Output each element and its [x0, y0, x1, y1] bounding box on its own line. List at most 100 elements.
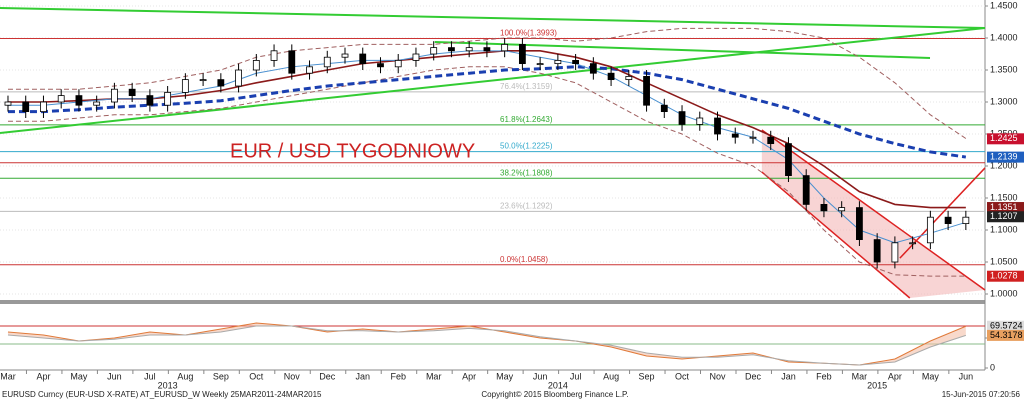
candle-body: [926, 216, 934, 244]
candle-body: [643, 76, 650, 106]
price-tag-label: 1.2425: [990, 133, 1018, 143]
candle-body: [856, 207, 863, 241]
candle-body: [306, 66, 313, 74]
year-label: 2015: [867, 380, 887, 390]
osc-tag: [987, 329, 1024, 341]
osc-tag-label: 69.5724: [990, 321, 1023, 331]
candle-body: [270, 50, 278, 61]
osc-tag-label: 54.3178: [990, 330, 1023, 340]
x-tick-label: Jun: [959, 371, 974, 381]
trendline: [761, 171, 911, 299]
candle-body: [412, 53, 420, 61]
fib-label: 100.0%(1.3993): [500, 29, 557, 38]
candle-body: [465, 47, 473, 52]
x-tick-label: Aug: [603, 371, 619, 381]
price-tag-label: 1.1207: [990, 211, 1018, 221]
y-tick-label: 1.4500: [990, 0, 1018, 10]
candle-body: [181, 79, 189, 93]
candle-body: [625, 76, 633, 81]
osc-line: [7, 322, 967, 366]
x-tick-label: Mar: [426, 371, 442, 381]
candle-body: [554, 60, 562, 65]
y-tick-label: 1.0500: [990, 256, 1018, 266]
candle-body: [873, 239, 881, 263]
osc-line: [7, 325, 966, 366]
candle-body: [57, 95, 65, 103]
candle-body: [891, 242, 899, 263]
candle-body: [164, 92, 172, 106]
candle-body: [536, 63, 544, 66]
candle-body: [909, 242, 917, 245]
price-tag-label: 1.1351: [990, 202, 1018, 212]
fib-label: 38.2%(1.1808): [500, 168, 553, 177]
price-tag-label: 1.2139: [990, 151, 1018, 161]
candle-body: [802, 175, 810, 205]
price-tag: [987, 133, 1024, 145]
x-tick-label: Apr: [888, 371, 902, 381]
x-tick-label: Dec: [745, 371, 762, 381]
candle-body: [749, 136, 757, 139]
x-tick-label: Mar: [0, 371, 16, 381]
y-tick-label: 1.3500: [990, 64, 1018, 74]
x-tick-label: Dec: [319, 371, 336, 381]
x-tick-label: Apr: [36, 371, 50, 381]
x-tick-label: Jul: [144, 371, 156, 381]
x-tick-label: Jun: [107, 371, 122, 381]
candle-body: [22, 101, 30, 113]
candle-body: [820, 204, 828, 212]
y-tick-label: 1.4000: [990, 32, 1018, 42]
candle-body: [501, 44, 509, 52]
candle-body: [785, 143, 792, 177]
y-tick-label: 1.1000: [990, 224, 1018, 234]
x-tick-label: Aug: [177, 371, 193, 381]
candle-body: [199, 79, 207, 82]
candle-body: [430, 47, 438, 55]
x-tick-label: Jun: [533, 371, 548, 381]
y-tick-label: 1.3000: [990, 96, 1018, 106]
trendline: [0, 27, 986, 134]
candle-body: [40, 101, 47, 113]
candle-body: [660, 104, 668, 113]
year-label: 2014: [548, 380, 568, 390]
x-tick-label: Sep: [213, 371, 229, 381]
candle-body: [607, 72, 615, 81]
trendline: [761, 129, 986, 291]
candle-body: [838, 207, 846, 212]
plot: 1.45001.40001.35001.30001.25001.20001.15…: [0, 0, 1024, 390]
trendline: [434, 40, 931, 59]
fib-label: 61.8%(1.2643): [500, 115, 553, 124]
candle-body: [944, 216, 952, 225]
candle-body: [252, 60, 260, 71]
candle-body: [341, 53, 349, 58]
candle-body: [359, 53, 367, 65]
candle-body: [4, 101, 12, 106]
price-tag: [987, 151, 1024, 163]
candle-body: [767, 136, 775, 145]
candle-body: [217, 79, 225, 87]
price-tag: [987, 270, 1024, 282]
candle-body: [696, 117, 704, 125]
candle-body: [146, 95, 154, 106]
moving-average: [7, 66, 966, 277]
x-tick-label: Oct: [675, 371, 690, 381]
osc-tag: [987, 320, 1024, 332]
x-tick-label: Mar: [852, 371, 868, 381]
trendline: [0, 6, 986, 30]
candle-body: [483, 47, 491, 52]
x-tick-label: Sep: [639, 371, 655, 381]
channel: [761, 129, 985, 298]
candle-body: [377, 63, 384, 68]
candle-body: [678, 111, 686, 125]
candle-body: [235, 69, 242, 87]
x-tick-label: May: [70, 371, 88, 381]
y-tick-label: 1.2000: [990, 160, 1018, 170]
fib-label: 76.4%(1.3159): [500, 82, 553, 91]
x-tick-label: Jul: [570, 371, 582, 381]
fib-label: 0.0%(1.0458): [500, 255, 548, 264]
candle-body: [394, 60, 402, 68]
footer-center: Copyright© 2015 Bloomberg Finance L.P.: [481, 390, 628, 399]
x-tick-label: May: [496, 371, 514, 381]
price-tag-label: 1.0278: [990, 271, 1018, 281]
x-tick-label: Nov: [284, 371, 301, 381]
